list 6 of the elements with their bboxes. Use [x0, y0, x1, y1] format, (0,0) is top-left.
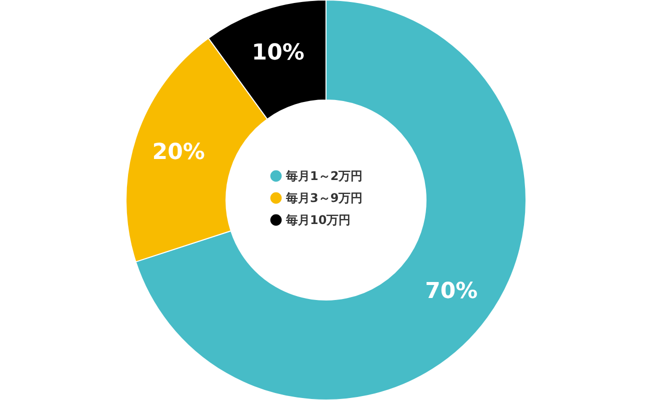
- legend-label: 毎月3～9万円: [285, 191, 363, 205]
- legend-label: 毎月10万円: [285, 213, 351, 227]
- data-label: 20%: [152, 140, 205, 166]
- legend-label: 毎月1～2万円: [285, 169, 363, 183]
- data-label: 10%: [252, 40, 304, 66]
- data-label: 70%: [425, 279, 478, 304]
